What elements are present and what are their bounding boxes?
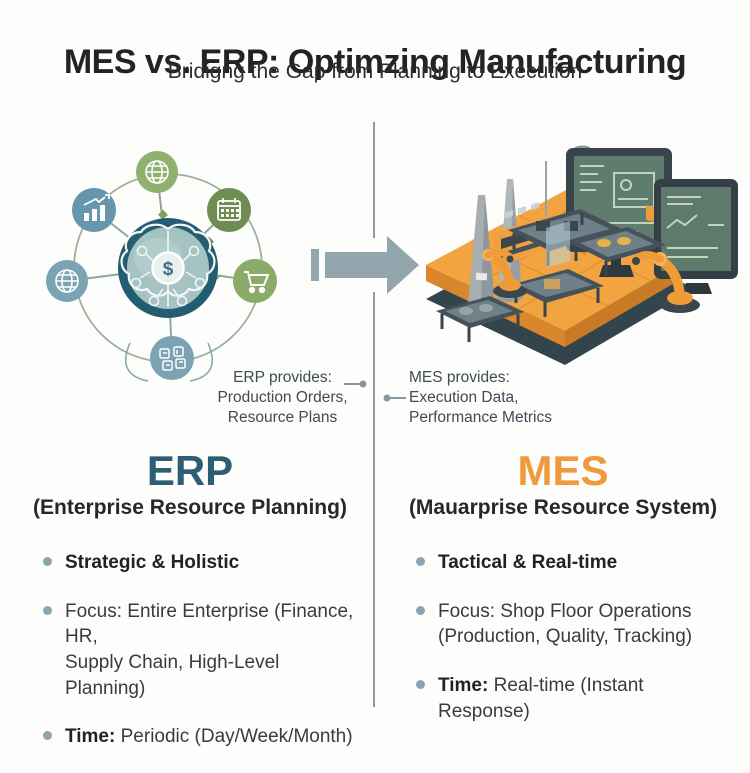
globe-icon bbox=[55, 269, 79, 293]
erp-column: ERP (Enterprise Resource Planning) Strat… bbox=[25, 447, 355, 773]
dashboard-monitor-right bbox=[654, 179, 738, 294]
circuit-traces bbox=[130, 245, 206, 307]
bullet-dot-icon bbox=[416, 680, 425, 690]
dollar-symbol: $ bbox=[163, 259, 174, 280]
list-item: Tactical & Real-time bbox=[416, 550, 728, 576]
center-divider-top bbox=[373, 122, 375, 238]
shopping-cart-icon bbox=[244, 271, 270, 294]
robot-arm-left bbox=[482, 248, 527, 298]
screen2-content bbox=[666, 196, 724, 258]
translate-blocks-icon bbox=[159, 346, 186, 371]
mes-leader-marker bbox=[383, 394, 406, 402]
bullet-dot-icon bbox=[43, 731, 52, 741]
translucent-panel bbox=[546, 221, 570, 268]
satellite-translate bbox=[150, 336, 194, 380]
list-item: Time: Real-time (Instant Response) bbox=[416, 673, 728, 724]
growth-chart-icon bbox=[83, 194, 110, 221]
satellite-calendar bbox=[207, 188, 251, 232]
robot-arm-right bbox=[632, 251, 700, 313]
mes-full-name: (Mauarprise Resource System) bbox=[408, 496, 718, 520]
bullet-dot-icon bbox=[43, 605, 52, 615]
globe-grid-icon bbox=[145, 160, 169, 184]
erp-provides-label: ERP provides: Production Orders, Resourc… bbox=[217, 369, 348, 426]
bullet-dot-icon bbox=[416, 557, 425, 567]
mes-column: MES (Mauarprise Resource System) Tactica… bbox=[398, 447, 728, 747]
satellite-chart bbox=[72, 188, 116, 232]
satellite-cart bbox=[233, 259, 277, 303]
list-item: Focus: Shop Floor Operations (Production,… bbox=[416, 599, 728, 650]
page-title: MES vs. ERP: Optimzing Manufacturing bbox=[63, 42, 687, 81]
satellite-globe-network bbox=[136, 151, 178, 193]
erp-hub-diagram: $ bbox=[46, 151, 277, 382]
list-item: Focus: Entire Enterprise (Finance, HR, Su… bbox=[43, 599, 355, 702]
list-item: Time: Periodic (Day/Week/Month) bbox=[43, 724, 355, 750]
page-subtitle: Bridigng the Gap from Planning to Execut… bbox=[167, 60, 583, 83]
calendar-icon bbox=[217, 198, 241, 221]
mes-provides-label: MES provides: Execution Data, Performanc… bbox=[409, 369, 552, 426]
erp-acronym: ERP bbox=[146, 447, 234, 494]
mes-bullet-list: Tactical & Real-time Focus: Shop Floor O… bbox=[398, 550, 728, 724]
flow-arrow bbox=[311, 236, 419, 294]
hub-swirl-lines bbox=[125, 342, 213, 382]
mes-acronym: MES bbox=[517, 447, 609, 494]
erp-brain-hub: $ bbox=[118, 218, 218, 318]
erp-bullet-list: Strategic & Holistic Focus: Entire Enter… bbox=[25, 550, 355, 750]
list-item: Strategic & Holistic bbox=[43, 550, 355, 576]
center-divider-bottom bbox=[373, 292, 375, 707]
erp-leader-marker bbox=[344, 380, 367, 388]
satellite-globe bbox=[46, 260, 88, 302]
bullet-dot-icon bbox=[43, 557, 52, 567]
bullet-dot-icon bbox=[416, 605, 425, 615]
factory-illustration bbox=[426, 145, 738, 365]
erp-full-name: (Enterprise Resource Planning) bbox=[33, 496, 347, 520]
dollar-badge bbox=[151, 251, 185, 285]
